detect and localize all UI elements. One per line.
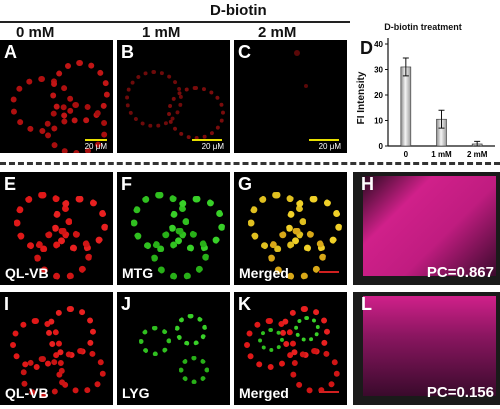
scale-label: 20 μM xyxy=(84,142,107,151)
scale-bar xyxy=(85,139,107,141)
channel-label: QL-VB xyxy=(5,385,49,401)
figure-header-title: D-biotin xyxy=(210,2,267,19)
y-tick-label: 10 xyxy=(374,117,383,126)
panel-letter-b: B xyxy=(121,42,134,62)
conc-label-1: 1 mM xyxy=(142,24,181,41)
channel-label: LYG xyxy=(122,385,150,401)
y-tick-label: 0 xyxy=(379,142,384,151)
channel-label: MTG xyxy=(122,265,154,281)
conc-label-0: 0 mM xyxy=(16,24,55,41)
cell-outline xyxy=(139,326,171,356)
error-bar xyxy=(474,140,481,147)
panel-letter-a: A xyxy=(4,42,17,62)
y-tick-label: 20 xyxy=(374,91,383,100)
scale-bar xyxy=(309,139,339,141)
channel-label: QL-VB xyxy=(5,265,49,281)
panel-h: H PC=0.867 xyxy=(353,172,500,285)
y-tick-label: 30 xyxy=(374,66,383,75)
panel-j: J LYG xyxy=(117,292,230,405)
cell-outline xyxy=(167,86,225,140)
conc-label-2: 2 mM xyxy=(258,24,297,41)
panel-letter-e: E xyxy=(4,174,17,194)
panel-a: A 20 μM xyxy=(0,40,113,153)
panel-letter-i: I xyxy=(4,294,10,314)
panel-letter-j: J xyxy=(121,294,132,314)
bar xyxy=(400,66,412,147)
panel-b: B 20 μM xyxy=(117,40,230,153)
x-tick-label: 0 xyxy=(404,150,409,159)
scale-bar xyxy=(319,271,339,273)
panel-letter-h: H xyxy=(361,174,374,194)
colocalization-scatter xyxy=(363,176,496,276)
header-underline xyxy=(0,21,350,23)
panel-c: C 20 μM xyxy=(234,40,347,153)
panel-letter-k: K xyxy=(238,294,251,314)
pearson-coefficient: PC=0.156 xyxy=(426,384,494,401)
panel-letter-l: L xyxy=(361,294,372,314)
panel-letter-c: C xyxy=(238,42,251,62)
cell-outline xyxy=(34,228,92,280)
panel-i: I QL-VB xyxy=(0,292,113,405)
panel-l: L PC=0.156 xyxy=(353,292,500,405)
cell-outline xyxy=(294,316,320,342)
x-tick-label: 1 mM xyxy=(431,150,452,159)
pearson-coefficient: PC=0.867 xyxy=(426,264,494,281)
channel-label: Merged xyxy=(239,385,289,401)
y-axis-label: FI Intensity xyxy=(356,71,367,124)
bar-chart: D-biotin treatment FI Intensity 0 10 20 30 4… xyxy=(356,22,495,159)
panel-f: F MTG xyxy=(117,172,230,285)
panel-letter-d: D xyxy=(360,38,373,58)
cell-outline xyxy=(44,102,108,153)
channel-label: Merged xyxy=(239,265,289,281)
panel-e: E QL-VB xyxy=(0,172,113,285)
scale-label: 20 μM xyxy=(318,142,341,151)
colocalization-scatter xyxy=(363,296,496,396)
cell-outline xyxy=(179,356,209,384)
cell-outline xyxy=(268,228,326,280)
dashed-divider xyxy=(0,162,500,165)
scale-bar xyxy=(192,139,222,141)
chart-title: D-biotin treatment xyxy=(384,22,462,32)
x-tick-label: 2 mM xyxy=(467,150,488,159)
cell-outline xyxy=(290,348,340,394)
cell-outline xyxy=(258,328,284,352)
cell-outline xyxy=(151,228,209,280)
panel-letter-g: G xyxy=(238,174,253,194)
scale-bar xyxy=(319,391,339,393)
y-tick-label: 40 xyxy=(374,40,383,49)
panel-k: K Merged xyxy=(234,292,347,405)
cell-outline xyxy=(20,356,66,398)
cell-outline xyxy=(175,314,207,346)
cell-outline xyxy=(294,50,300,56)
scale-label: 20 μM xyxy=(201,142,224,151)
panel-g: G Merged xyxy=(234,172,347,285)
error-bar xyxy=(438,109,445,129)
cell-outline xyxy=(304,84,308,88)
error-bar xyxy=(402,57,409,77)
panel-letter-f: F xyxy=(121,174,132,194)
